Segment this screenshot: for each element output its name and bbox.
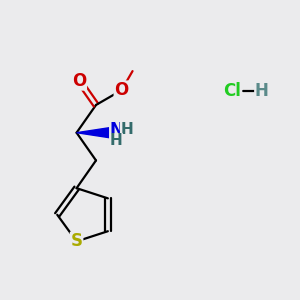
Text: H: H: [255, 82, 269, 100]
Text: H: H: [110, 134, 123, 148]
Polygon shape: [76, 128, 109, 138]
Text: N: N: [110, 121, 123, 139]
Text: Cl: Cl: [224, 82, 242, 100]
Text: H: H: [120, 122, 133, 137]
Text: O: O: [72, 72, 86, 90]
Text: O: O: [114, 81, 129, 99]
Text: S: S: [70, 232, 83, 250]
